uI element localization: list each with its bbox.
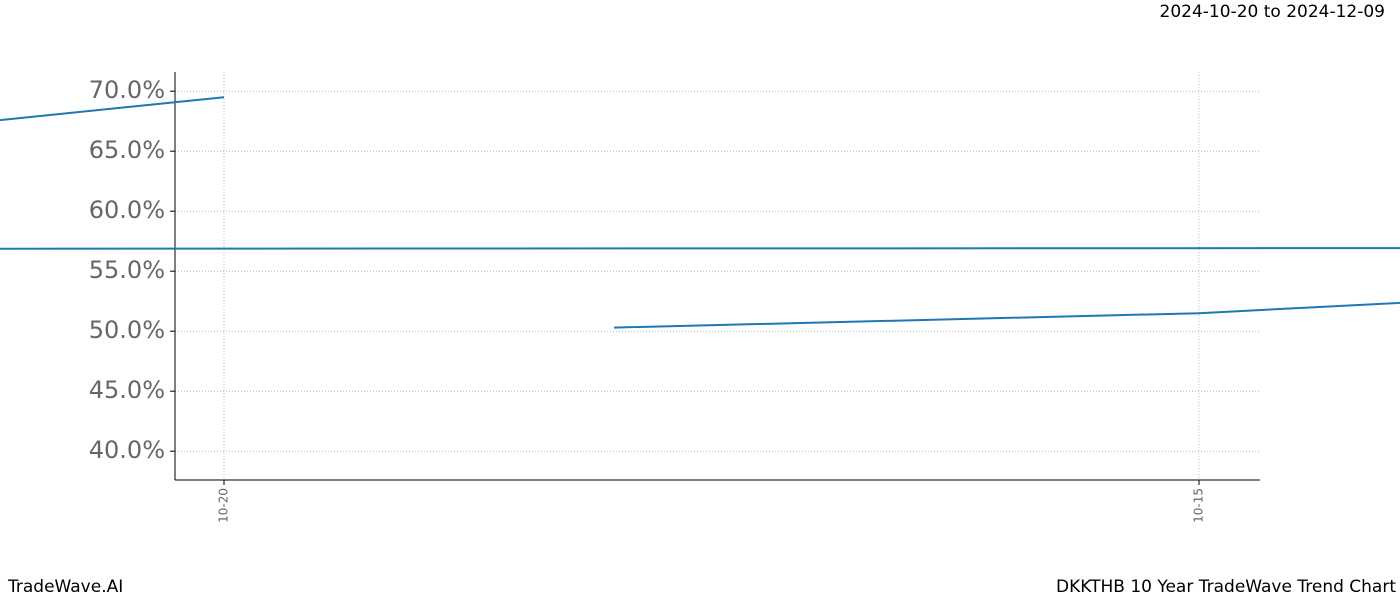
y-tick-label: 60.0% [89,196,165,224]
x-tick-label: 10-20 [217,488,231,523]
y-tick-label: 40.0% [89,436,165,464]
y-tick-label: 55.0% [89,256,165,284]
y-tick-label: 50.0% [89,316,165,344]
y-tick-label: 45.0% [89,376,165,404]
x-tick-label: 10-15 [1192,488,1206,523]
date-range: 2024-10-20 to 2024-12-09 [1160,2,1385,22]
y-tick-label: 70.0% [89,76,165,104]
y-tick-label: 65.0% [89,136,165,164]
caption: DKKTHB 10 Year TradeWave Trend Chart [1056,577,1396,597]
brand: TradeWave.AI [7,577,123,597]
